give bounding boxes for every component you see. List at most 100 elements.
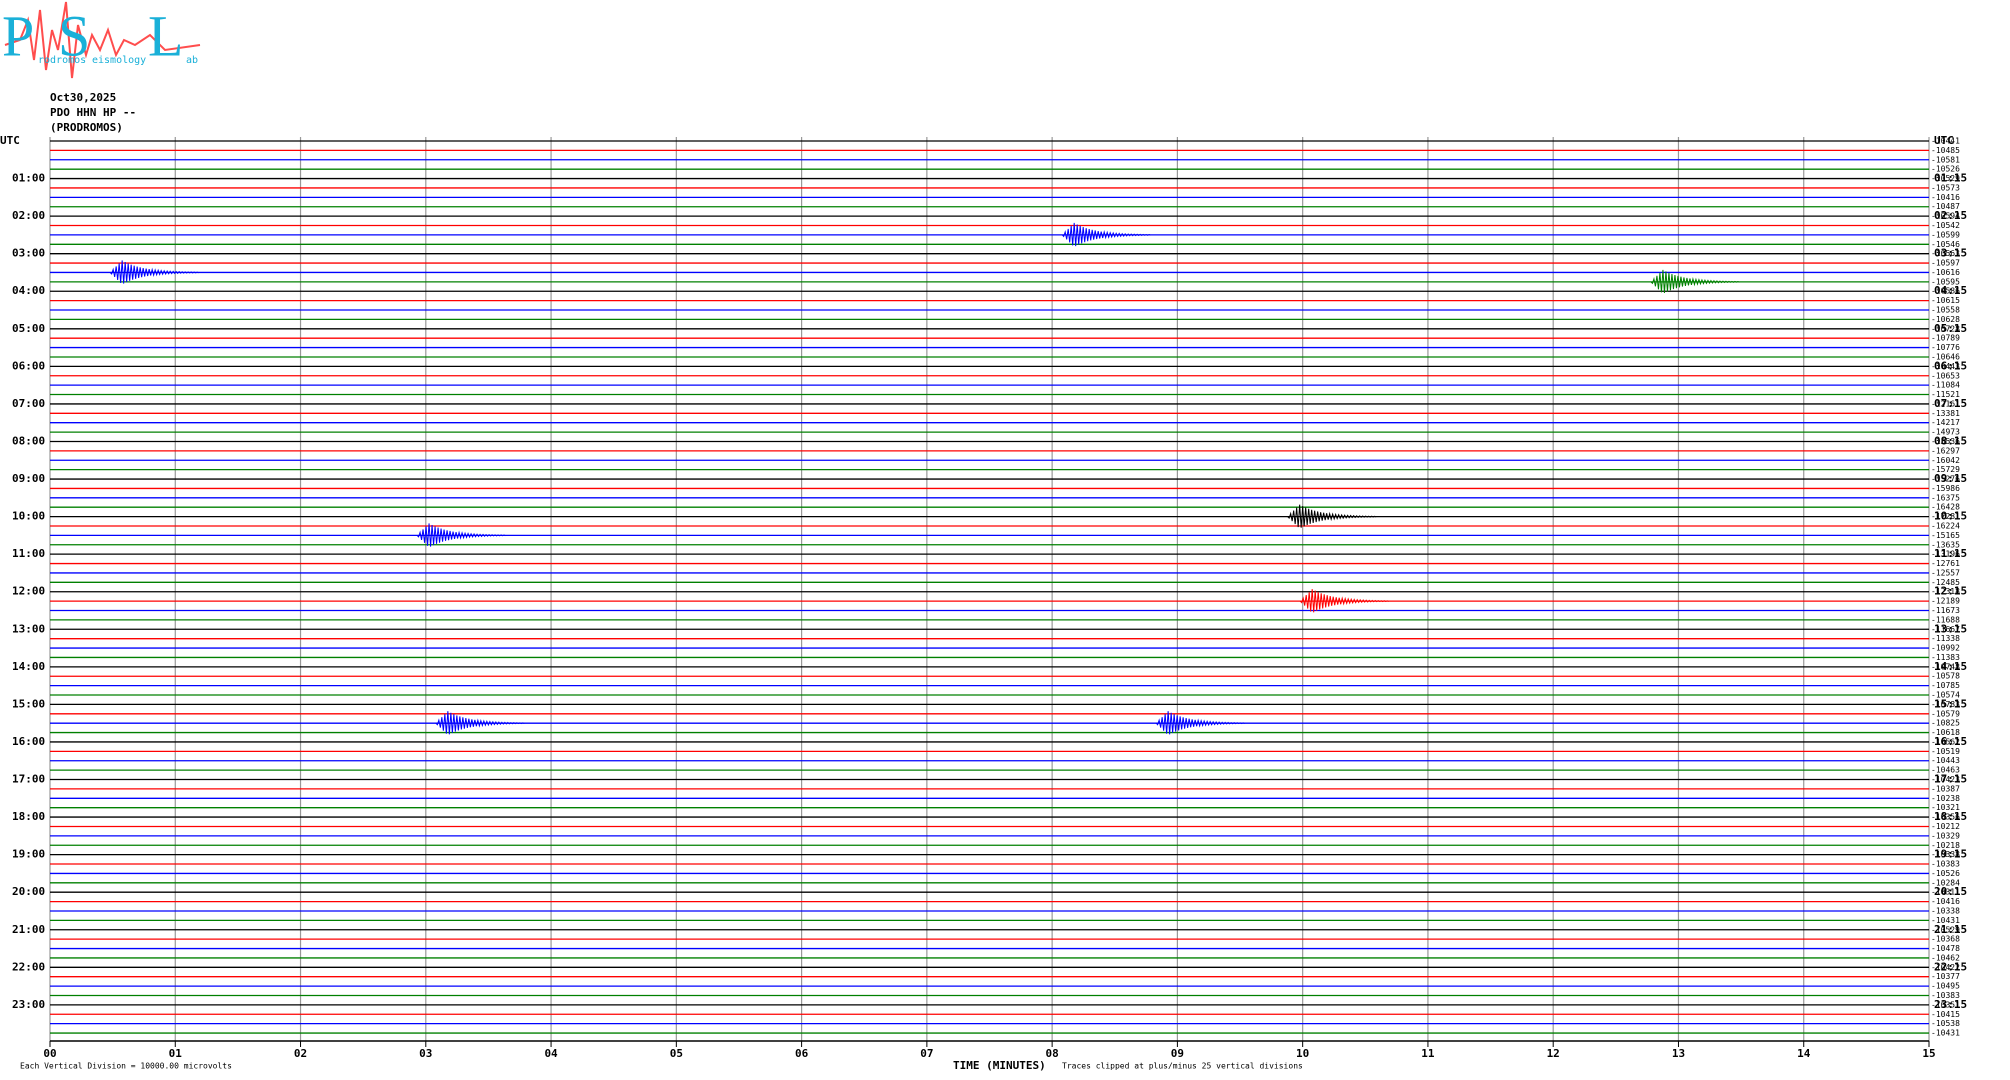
x-axis-label: TIME (MINUTES) (953, 1059, 1046, 1072)
trace-offset: -10597 (1931, 259, 1960, 268)
hour-label-left: 13:00 (12, 622, 45, 635)
x-tick-label: 03 (419, 1047, 432, 1060)
trace-offset: -10415 (1931, 1010, 1960, 1019)
hour-label-right: 14:15 (1934, 660, 1967, 673)
x-tick-label: 05 (670, 1047, 683, 1060)
trace-offset: -10311 (1931, 888, 1960, 897)
hour-label-right: 21:15 (1934, 923, 1967, 936)
trace-offset: -10443 (1931, 362, 1960, 371)
hour-label-left: 18:00 (12, 810, 45, 823)
logo-letter: S (58, 3, 90, 68)
seismic-event (1650, 269, 1740, 294)
hour-label-left: 07:00 (12, 397, 45, 410)
trace-offset: -10578 (1931, 672, 1960, 681)
trace-offset: -10595 (1931, 277, 1960, 286)
trace-offset: -10416 (1931, 897, 1960, 906)
x-tick-label: 01 (169, 1047, 183, 1060)
trace-offset: -10526 (1931, 869, 1960, 878)
x-tick-label: 14 (1797, 1047, 1811, 1060)
trace-offset: -10284 (1931, 878, 1960, 887)
trace-offset: -10487 (1931, 202, 1960, 211)
hour-label-left: 05:00 (12, 322, 45, 335)
trace-offset: -10351 (1931, 1000, 1960, 1009)
trace-offset: -10573 (1931, 183, 1960, 192)
hour-label-left: 19:00 (12, 848, 45, 861)
trace-offset: -16224 (1931, 521, 1960, 530)
trace-offset: -13196 (1931, 550, 1960, 559)
trace-offset: -12485 (1931, 578, 1960, 587)
trace-offset: -10563 (1931, 249, 1960, 258)
trace-offset: -10789 (1931, 334, 1960, 343)
trace-offset: -10383 (1931, 860, 1960, 869)
seismic-event (435, 711, 525, 735)
trace-offset: -10618 (1931, 728, 1960, 737)
x-tick-label: 11 (1421, 1047, 1435, 1060)
trace-offset: -10383 (1931, 991, 1960, 1000)
hour-label-right: 07:15 (1934, 397, 1967, 410)
trace-offset: -10558 (1931, 306, 1960, 315)
trace-offset: -10321 (1931, 803, 1960, 812)
hour-label-left: 06:00 (12, 359, 45, 372)
trace-offset: -14217 (1931, 418, 1960, 427)
hour-label-right: 15:15 (1934, 697, 1967, 710)
trace-offset: -10546 (1931, 240, 1960, 249)
x-tick-label: 09 (1171, 1047, 1184, 1060)
hour-label-left: 12:00 (12, 585, 45, 598)
trace-offset: -10519 (1931, 747, 1960, 756)
trace-offset: -10431 (1931, 916, 1960, 925)
hour-label-left: 23:00 (12, 998, 45, 1011)
hour-label-right: 03:15 (1934, 247, 1967, 260)
hour-label-right: 12:15 (1934, 585, 1967, 598)
trace-offset: -10646 (1931, 352, 1960, 361)
x-tick-label: 08 (1046, 1047, 1059, 1060)
trace-offset: -10443 (1931, 756, 1960, 765)
trace-offset: -10423 (1931, 775, 1960, 784)
trace-offset: -17281 (1931, 512, 1960, 521)
trace-offset: -13635 (1931, 540, 1960, 549)
trace-offset: -10338 (1931, 906, 1960, 915)
hour-label-right: UTC (1934, 134, 1954, 147)
trace-offset: -10212 (1931, 822, 1960, 831)
trace-offset: -11084 (1931, 381, 1960, 390)
trace-offset: -10615 (1931, 296, 1960, 305)
hour-label-left: 14:00 (12, 660, 45, 673)
trace-offset: -10377 (1931, 972, 1960, 981)
trace-offset: -10485 (1931, 146, 1960, 155)
x-tick-label: 13 (1672, 1047, 1685, 1060)
hour-label-right: 19:15 (1934, 848, 1967, 861)
trace-offset: -15536 (1931, 437, 1960, 446)
hour-label-left: 11:00 (12, 547, 45, 560)
trace-offset: -14973 (1931, 428, 1960, 437)
x-tick-label: 10 (1296, 1047, 1309, 1060)
trace-offset: -15986 (1931, 484, 1960, 493)
hour-label-left: 08:00 (12, 434, 45, 447)
logo-word: eismology (92, 55, 146, 66)
hour-label-left: 02:00 (12, 209, 45, 222)
logo-word: rodromos (38, 55, 86, 66)
trace-offset: -10992 (1931, 644, 1960, 653)
trace-offset: -10529 (1931, 174, 1960, 183)
logo-wave (4, 1, 201, 79)
hour-label-right: 20:15 (1934, 885, 1967, 898)
trace-offset: -10579 (1931, 709, 1960, 718)
trace-offset: -11521 (1931, 390, 1960, 399)
clip-note: Traces clipped at plus/minus 25 vertical… (1062, 1062, 1303, 1071)
seismic-event (1061, 222, 1151, 247)
hour-label-right: 11:15 (1934, 547, 1967, 560)
hour-label-left: 10:00 (12, 510, 45, 523)
x-tick-label: 07 (920, 1047, 933, 1060)
hour-label-right: 23:15 (1934, 998, 1967, 1011)
trace-offset: -11673 (1931, 606, 1960, 615)
trace-offset: -16042 (1931, 456, 1960, 465)
hour-label-right: 04:15 (1934, 284, 1967, 297)
site: (PRODROMOS) (50, 121, 123, 134)
seismic-event (1287, 504, 1377, 528)
trace-offset: -10368 (1931, 935, 1960, 944)
trace-offset: -10581 (1931, 155, 1960, 164)
trace-offset: -10542 (1931, 221, 1960, 230)
hour-label-right: 06:15 (1934, 359, 1967, 372)
hour-label-right: 13:15 (1934, 622, 1967, 635)
hour-label-left: 16:00 (12, 735, 45, 748)
hour-label-left: 09:00 (12, 472, 45, 485)
trace-offset: -10329 (1931, 831, 1960, 840)
